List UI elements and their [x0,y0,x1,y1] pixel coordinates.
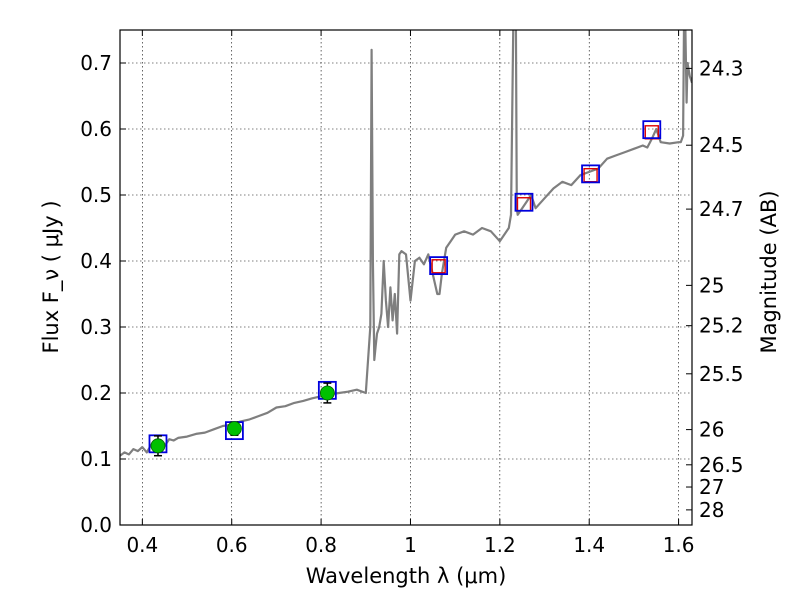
y2-tick-label: 24.7 [699,197,744,221]
axes: 0.4 0.6 0.8 1 1.2 1.4 1.6 0.0 0.1 0.2 0.3 0.4 0.5 0.6… [80,30,744,557]
grid-lines [120,30,692,525]
photometry-observed-point [150,438,166,454]
photometry-observed-point [226,421,242,437]
x-tick-label: 1 [404,533,417,557]
y-tick-label: 0.1 [80,447,112,471]
y2-tick-label: 25 [699,273,724,297]
y-tick-label: 0.3 [80,315,112,339]
y2-tick-label: 25.2 [699,314,744,338]
x-tick-label: 0.8 [305,533,337,557]
x-tick-label: 0.4 [126,533,158,557]
y-tick-label: 0.7 [80,51,112,75]
photometry-model-marker [642,120,662,140]
photometry-model-marker [429,256,449,276]
y-tick-label: 0.6 [80,117,112,141]
x-tick-label: 1.6 [663,533,695,557]
y-axis-label: Flux F_ν ( μJy ) [39,200,64,353]
x-axis-label: Wavelength λ (μm) [306,564,507,588]
photometry-observed-point [319,385,335,401]
x-tick-label: 1.2 [484,533,516,557]
plot-area [120,30,692,525]
y2-tick-label: 26 [699,418,724,442]
y2-tick-label: 25.5 [699,362,744,386]
y-tick-label: 0.5 [80,183,112,207]
y2-tick-label: 24.3 [699,56,744,80]
y-tick-label: 0.4 [80,249,112,273]
y2-tick-label: 27 [699,475,724,499]
y-tick-label: 0.0 [80,513,112,537]
photometry-model-marker [514,192,534,212]
y-tick-label: 0.2 [80,381,112,405]
photometry-upper-marker [431,259,446,274]
y2-tick-label: 26.5 [699,453,744,477]
x-tick-label: 0.6 [216,533,248,557]
plot-content [120,30,692,457]
y2-tick-label: 24.5 [699,133,744,157]
plot-frame [119,29,693,526]
model-spectrum-line [120,30,692,457]
x-tick-label: 1.4 [573,533,605,557]
photometry-model-marker [581,164,600,184]
y2-tick-label: 28 [699,498,724,522]
y2-axis-label: Magnitude (AB) [757,190,781,353]
